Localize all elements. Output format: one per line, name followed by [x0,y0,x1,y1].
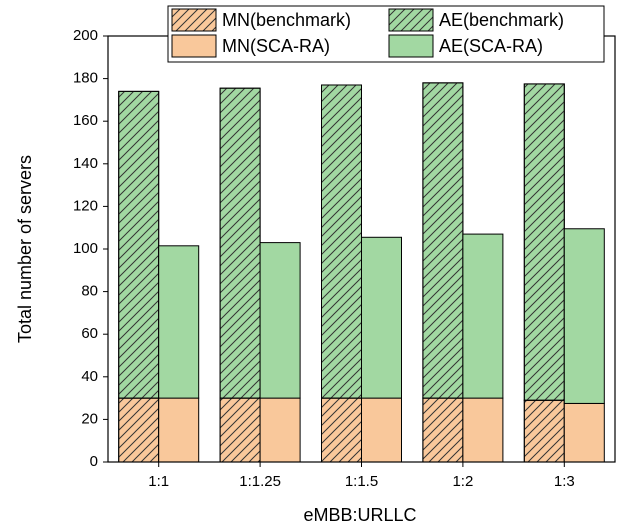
bar-segment [158,245,200,399]
bar-hatch [118,90,160,399]
x-tick-label: 1:2 [452,473,473,490]
bar-hatch [321,84,362,399]
legend-label: AE(SCA-RA) [439,36,543,56]
y-tick-label: 200 [73,27,98,44]
y-tick-label: 60 [81,325,98,342]
bar-segment [563,228,605,404]
x-tick-label: 1:3 [554,473,575,490]
legend-label: MN(benchmark) [222,10,351,30]
y-axis-title: Total number of servers [15,155,35,343]
bar-hatch [219,397,261,463]
legend-hatch [171,8,217,32]
legend-hatch [388,8,434,32]
bar-segment [462,397,504,463]
y-tick-label: 20 [81,410,98,427]
y-tick-label: 140 [73,155,98,172]
bar-hatch [422,397,464,463]
bar-segment [259,397,301,463]
bar-segment [158,397,200,463]
x-tick-label: 1:1.25 [239,473,281,490]
bar-hatch [523,83,565,401]
x-axis-title: eMBB:URLLC [303,505,416,525]
y-tick-label: 100 [73,240,98,257]
y-tick-label: 0 [90,453,98,470]
bar-hatch [118,397,160,463]
x-tick-label: 1:1 [148,473,169,490]
y-tick-label: 80 [81,283,98,300]
bar-segment [361,236,402,399]
legend-label: MN(SCA-RA) [222,36,330,56]
bar-segment [259,242,301,399]
y-tick-label: 180 [73,70,98,87]
bar-hatch [321,397,362,463]
legend-swatch [171,34,217,58]
bar-hatch [523,399,565,463]
x-tick-label: 1:1.5 [345,473,378,490]
bar-segment [563,402,605,463]
legend-box [167,5,605,63]
y-tick-label: 160 [73,112,98,129]
y-tick-label: 40 [81,368,98,385]
bar-segment [462,233,504,399]
bar-hatch [422,82,464,399]
bar-hatch [219,87,261,399]
y-tick-label: 120 [73,197,98,214]
legend-label: AE(benchmark) [439,10,564,30]
legend-swatch [388,34,434,58]
bar-segment [361,397,402,463]
